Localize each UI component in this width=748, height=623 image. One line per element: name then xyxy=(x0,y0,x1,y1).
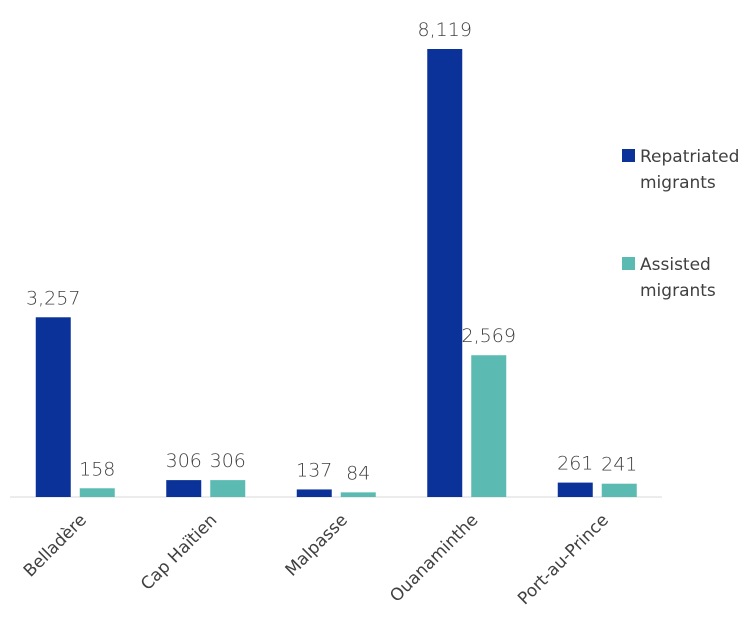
legend-label-0-line-0: Repatriated xyxy=(640,147,739,167)
bar-repatriated-3 xyxy=(427,49,463,497)
legend-label-0-line-1: migrants xyxy=(640,173,716,193)
value-label-assisted-4: 241 xyxy=(601,454,637,476)
category-label-0: Belladère xyxy=(20,510,91,581)
legend-label-1-line-1: migrants xyxy=(640,281,716,301)
value-label-repatriated-1: 306 xyxy=(166,450,202,472)
value-label-assisted-1: 306 xyxy=(210,450,246,472)
legend-swatch-0 xyxy=(622,149,635,162)
legend-label-1-line-0: Assisted xyxy=(640,255,711,275)
category-label-2: Malpasse xyxy=(282,510,352,580)
bar-assisted-1 xyxy=(210,480,246,497)
value-label-assisted-3: 2,569 xyxy=(462,325,516,347)
category-label-3: Ouanaminthe xyxy=(386,510,482,606)
value-label-assisted-2: 84 xyxy=(346,462,370,484)
category-label-1: Cap Haïtien xyxy=(137,510,221,594)
bar-assisted-0 xyxy=(79,488,115,497)
category-labels-group: Belladère Cap Haïtien Malpasse Ouanaminthe P… xyxy=(20,510,613,609)
value-label-repatriated-0: 3,257 xyxy=(26,287,80,309)
bars-group xyxy=(35,49,637,497)
legend-swatch-1 xyxy=(622,257,635,270)
value-label-repatriated-4: 261 xyxy=(557,453,593,475)
value-label-assisted-0: 158 xyxy=(79,458,115,480)
bar-repatriated-0 xyxy=(35,317,71,497)
bar-repatriated-2 xyxy=(296,489,332,497)
value-labels-group: 3,257 158 306 306 137 84 8,119 2,569 261 241 xyxy=(26,19,637,484)
bar-assisted-2 xyxy=(340,492,376,497)
bar-assisted-4 xyxy=(601,483,637,497)
value-label-repatriated-3: 8,119 xyxy=(418,19,472,41)
value-label-repatriated-2: 137 xyxy=(296,459,332,481)
category-label-4: Port-au-Prince xyxy=(514,510,613,609)
legend: Repatriated migrants Assisted migrants xyxy=(622,147,739,301)
bar-repatriated-1 xyxy=(166,480,202,497)
bar-assisted-3 xyxy=(471,355,507,497)
bar-repatriated-4 xyxy=(557,482,593,497)
